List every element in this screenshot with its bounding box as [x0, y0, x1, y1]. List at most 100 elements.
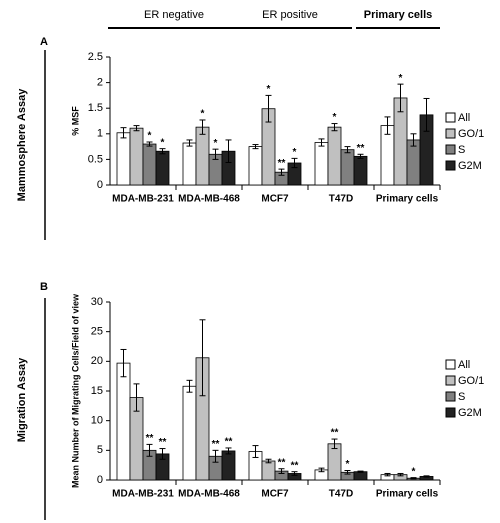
error-bar: [186, 139, 193, 147]
group-label: Primary cells: [364, 9, 433, 21]
x-tick-label: MDA-MB-231: [112, 489, 174, 500]
error-bar: [265, 458, 272, 464]
error-bar: [212, 449, 219, 463]
bar: [248, 146, 263, 186]
significance-label: **: [331, 428, 339, 439]
error-bar: [252, 144, 259, 150]
error-bar: [146, 443, 153, 457]
error-bar: [344, 146, 351, 154]
error-bar: [120, 127, 127, 139]
error-bar: [291, 157, 298, 169]
legend-swatch: [445, 391, 456, 402]
panel-label: A: [40, 36, 48, 48]
significance-label: *: [399, 73, 403, 84]
significance-label: *: [267, 84, 271, 95]
error-bar: [186, 379, 193, 393]
legend-swatch: [445, 375, 456, 386]
legend-swatch: [445, 112, 456, 123]
y-tick-label: 15: [91, 385, 103, 397]
error-bar: [265, 94, 272, 123]
bar: [155, 150, 170, 186]
significance-label: **: [146, 433, 154, 444]
error-bar: [318, 467, 325, 473]
y-tick-label: 30: [91, 296, 103, 308]
bar: [327, 126, 342, 186]
error-bar: [331, 123, 338, 132]
x-tick-label: MDA-MB-468: [178, 194, 240, 205]
error-bar: [344, 470, 351, 475]
significance-label: **: [225, 437, 233, 448]
legend-swatch: [445, 359, 456, 370]
y-tick-label: 1: [97, 128, 103, 140]
x-tick-label: Primary cells: [376, 489, 439, 500]
bar: [327, 443, 342, 481]
error-bar: [357, 153, 364, 159]
y-tick-label: 2.5: [88, 51, 103, 63]
error-bar: [278, 468, 285, 474]
error-bar: [146, 141, 153, 147]
error-bar: [120, 348, 127, 378]
legend-swatch: [445, 407, 456, 418]
error-bar: [423, 97, 430, 132]
error-bar: [199, 319, 206, 397]
y-tick-label: 0: [97, 179, 103, 191]
significance-label: *: [412, 466, 416, 477]
section-label: Mammosphere Assay: [16, 88, 28, 202]
legend-swatch: [445, 144, 456, 155]
y-tick-label: 5: [97, 444, 103, 456]
legend-label: All: [458, 359, 470, 371]
error-bar: [331, 438, 338, 450]
significance-label: *: [201, 109, 205, 120]
x-tick-label: MCF7: [261, 489, 289, 500]
error-bar: [159, 448, 166, 460]
bar: [221, 450, 236, 481]
significance-label: **: [291, 460, 299, 471]
legend-label: G2M: [458, 160, 482, 172]
bar: [116, 132, 131, 186]
group-label: ER negative: [144, 9, 204, 21]
bar: [353, 155, 368, 186]
legend-label: G2M: [458, 407, 482, 419]
legend-swatch: [445, 160, 456, 171]
error-bar: [159, 148, 166, 155]
y-tick-label: 25: [91, 326, 103, 338]
error-bar: [133, 383, 140, 412]
y-tick-label: 20: [91, 355, 103, 367]
bar: [116, 362, 131, 481]
bar: [353, 471, 368, 481]
x-tick-label: T47D: [329, 194, 353, 205]
legend-swatch: [445, 128, 456, 139]
significance-label: *: [293, 147, 297, 158]
error-bar: [397, 83, 404, 113]
legend-label: S: [458, 144, 465, 156]
bar: [142, 143, 157, 186]
y-axis-label: % MSF: [70, 106, 80, 136]
significance-label: *: [148, 131, 152, 142]
error-bar: [278, 168, 285, 176]
bar: [261, 460, 276, 481]
error-bar: [212, 148, 219, 160]
section-label: Migration Assay: [16, 357, 28, 442]
legend-label: GO/1: [458, 128, 484, 140]
error-bar: [291, 471, 298, 476]
significance-label: **: [357, 143, 365, 154]
error-bar: [410, 477, 417, 480]
x-tick-label: Primary cells: [376, 194, 439, 205]
x-tick-label: MDA-MB-468: [178, 489, 240, 500]
x-tick-label: MDA-MB-231: [112, 194, 174, 205]
bar: [340, 149, 355, 186]
significance-label: *: [333, 112, 337, 123]
bar: [129, 127, 144, 186]
significance-label: *: [346, 459, 350, 470]
error-bar: [357, 470, 364, 473]
y-tick-label: 0.5: [88, 153, 103, 165]
legend-label: All: [458, 112, 470, 124]
significance-label: *: [214, 138, 218, 149]
bar: [314, 142, 329, 186]
error-bar: [225, 447, 232, 455]
bar: [195, 126, 210, 186]
error-bar: [384, 472, 391, 477]
error-bar: [397, 472, 404, 477]
panel-label: B: [40, 281, 48, 293]
significance-label: **: [159, 437, 167, 448]
